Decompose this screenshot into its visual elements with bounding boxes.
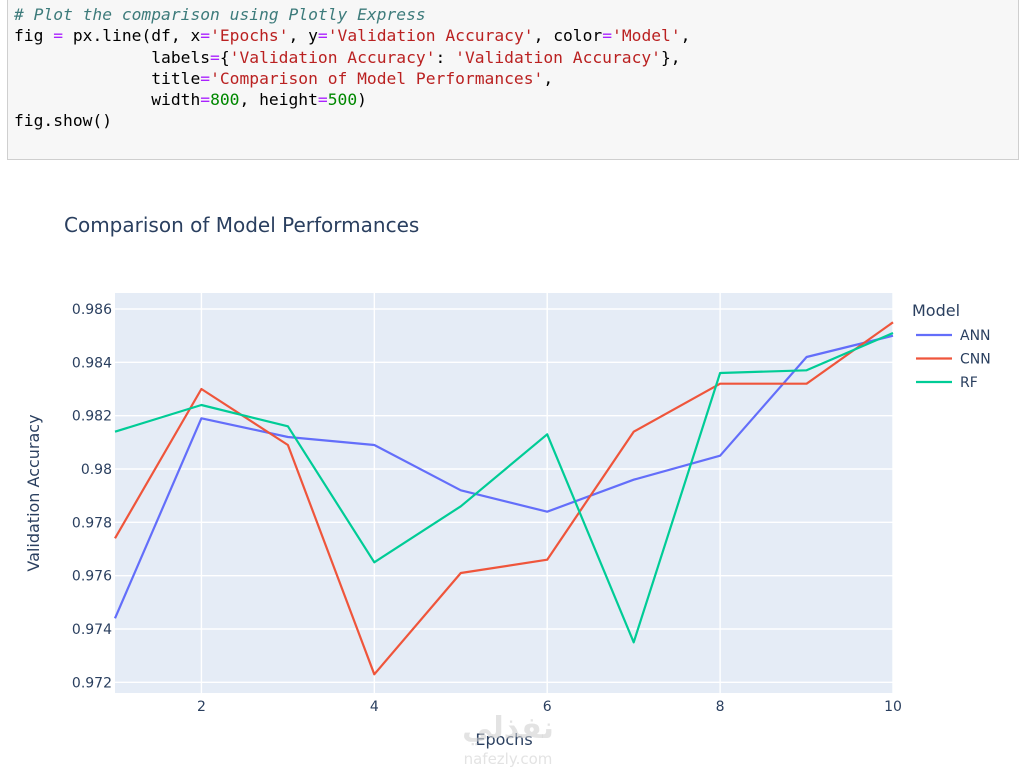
y-tick-label: 0.984	[72, 355, 112, 371]
code-line-4: title='Comparison of Model Performances'…	[14, 68, 554, 88]
y-tick-label: 0.982	[72, 409, 112, 425]
code-line-3: labels={'Validation Accuracy': 'Validati…	[14, 47, 681, 67]
code-line-5: width=800, height=500)	[14, 90, 367, 110]
y-axis-label: Validation Accuracy	[24, 414, 43, 571]
x-tick-label: 10	[884, 699, 902, 715]
y-tick-label: 0.974	[72, 622, 112, 638]
code-block: # Plot the comparison using Plotly Expre…	[14, 4, 690, 132]
x-axis-label: Epochs	[475, 730, 532, 749]
legend-label-cnn: CNN	[960, 352, 991, 368]
code-line-6: fig.show()	[14, 111, 113, 131]
series-line-ann	[113, 334, 894, 619]
legend-title: Model	[912, 301, 960, 320]
y-tick-label: 0.972	[72, 675, 112, 691]
code-line-2: fig = px.line(df, x='Epochs', y='Validat…	[14, 26, 691, 46]
line-chart: 2 4 6 8 10 0.972 0.974 0.976 0.978 0.98 0.982 0.984…	[24, 213, 991, 749]
legend-label-rf: RF	[960, 375, 978, 391]
y-tick-label: 0.98	[81, 462, 112, 478]
y-tick-label: 0.978	[72, 515, 112, 531]
y-tick-label: 0.976	[72, 569, 112, 585]
series-line-cnn	[114, 321, 894, 676]
chart-title: Comparison of Model Performances	[64, 213, 419, 237]
code-line-1: # Plot the comparison using Plotly Expre…	[14, 5, 426, 24]
x-tick-label: 2	[197, 699, 206, 715]
x-tick-label: 8	[716, 699, 725, 715]
y-tick-label: 0.986	[72, 302, 112, 318]
legend-label-ann: ANN	[960, 328, 991, 344]
code-cell[interactable]: # Plot the comparison using Plotly Expre…	[7, 0, 1019, 160]
x-tick-label: 4	[370, 699, 379, 715]
plot-area	[115, 293, 893, 693]
x-tick-label: 6	[543, 699, 552, 715]
series-line-rf	[114, 331, 894, 644]
